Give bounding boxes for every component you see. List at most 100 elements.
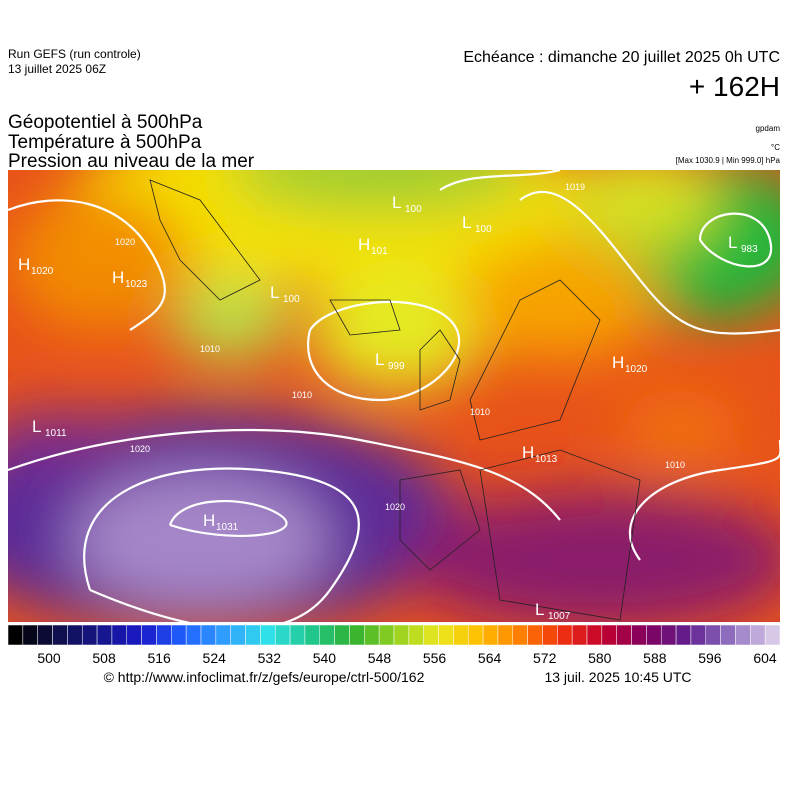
colorbar-label: 572 <box>533 650 557 666</box>
center-kind: H <box>612 353 624 372</box>
colorbar-cell <box>512 624 528 646</box>
isobar-label: 1010 <box>292 390 312 400</box>
title-line: Géopotentiel à 500hPa <box>8 112 203 133</box>
center-kind: H <box>112 268 124 287</box>
center-value: 100 <box>475 224 492 235</box>
colorbar-cell <box>7 624 24 646</box>
isobar-label: 1019 <box>565 182 585 192</box>
colorbar-label: 516 <box>147 650 171 666</box>
colorbar-cell <box>67 624 83 646</box>
colorbar-cell <box>467 624 484 646</box>
colorbar-cell <box>764 624 781 646</box>
colorbar-cell <box>497 624 514 646</box>
unit: gpdam <box>756 124 781 133</box>
colorbar-cell <box>215 624 231 646</box>
isobar-label: 1010 <box>470 407 490 417</box>
center-kind: L <box>392 193 401 212</box>
colorbar-cell <box>274 624 291 646</box>
colorbar-cell <box>349 624 365 646</box>
colorbar-label: 556 <box>423 650 447 666</box>
center-kind: H <box>358 235 370 254</box>
center-kind: L <box>32 417 41 436</box>
colorbar-cell <box>646 624 662 646</box>
isobar-label: 1020 <box>115 237 135 247</box>
map <box>8 170 780 622</box>
center-kind: L <box>270 283 279 302</box>
colorbar-label: 540 <box>313 650 337 666</box>
colorbar-cell <box>675 624 692 646</box>
colorbar-cell <box>542 624 558 646</box>
center-value: 1020 <box>625 364 648 375</box>
unit: [Max 1030.9 | Min 999.0] hPa <box>676 156 781 165</box>
isobar-label: 1020 <box>385 502 405 512</box>
colorbar-label: 508 <box>92 650 116 666</box>
colorbar-cell <box>453 624 469 646</box>
colorbar-label: 588 <box>643 650 667 666</box>
colorbar-label: 500 <box>37 650 61 666</box>
colorbar-cell <box>52 624 68 646</box>
center-value: 1020 <box>31 266 54 277</box>
colorbar-cell <box>364 624 380 646</box>
colorbar-label: 604 <box>753 650 777 666</box>
colorbar-cell <box>81 624 98 646</box>
colorbar-cell <box>527 624 543 646</box>
colorbar-cell <box>557 624 573 646</box>
colorbar-cell <box>185 624 202 646</box>
colorbar-label: 548 <box>368 650 392 666</box>
colorbar-cell <box>111 624 128 646</box>
colorbar-cell <box>423 624 439 646</box>
colorbar-cell <box>393 624 410 646</box>
colorbar-cell <box>690 624 707 646</box>
center-kind: H <box>18 255 30 274</box>
timestamp: 13 juil. 2025 10:45 UTC <box>544 669 691 685</box>
colorbar-label: 564 <box>478 650 502 666</box>
center-value: 101 <box>371 246 388 257</box>
colorbar-label: 596 <box>698 650 722 666</box>
colorbar-cell <box>571 624 588 646</box>
echeance: Echéance : dimanche 20 juillet 2025 0h U… <box>463 49 780 66</box>
colorbar-cell <box>37 624 53 646</box>
colorbar-label: 532 <box>258 650 282 666</box>
colorbar-cell <box>304 624 321 646</box>
center-value: 1031 <box>216 522 239 533</box>
title-line: Température à 500hPa <box>8 132 202 153</box>
colorbar-cell <box>319 624 335 646</box>
center-value: 1011 <box>45 428 67 439</box>
center-value: 100 <box>405 204 422 215</box>
colorbar-cell <box>22 624 38 646</box>
colorbar-cell <box>631 624 647 646</box>
center-kind: L <box>728 233 737 252</box>
colorbar-cell <box>200 624 217 646</box>
colorbar-cell <box>616 624 632 646</box>
colorbar-cell <box>720 624 736 646</box>
colorbar-cell <box>289 624 306 646</box>
center-value: 983 <box>741 244 758 255</box>
center-value: 1007 <box>548 611 571 622</box>
isobar-label: 1010 <box>665 460 685 470</box>
colorbar-cell <box>171 624 187 646</box>
center-kind: H <box>522 443 534 462</box>
colorbar-label: 580 <box>588 650 612 666</box>
colorbar-cell <box>705 624 721 646</box>
center-value: 1023 <box>125 279 148 290</box>
colorbar-cell <box>378 624 395 646</box>
colorbar-cell <box>141 624 157 646</box>
colorbar-cell <box>601 624 617 646</box>
source-url: © http://www.infoclimat.fr/z/gefs/europe… <box>104 669 425 685</box>
colorbar-label: 524 <box>203 650 227 666</box>
colorbar-cell <box>735 624 751 646</box>
title-line: Pression au niveau de la mer <box>8 151 255 172</box>
isobar-label: 1020 <box>130 444 150 454</box>
colorbar-cell <box>230 624 246 646</box>
colorbar-cell <box>334 624 350 646</box>
colorbar-cell <box>438 624 454 646</box>
colorbar-cell <box>156 624 172 646</box>
colorbar-cell <box>660 624 677 646</box>
center-value: 999 <box>388 361 405 372</box>
isobar-label: 1010 <box>200 344 220 354</box>
colorbar-cell <box>126 624 142 646</box>
unit: °C <box>771 143 780 152</box>
colorbar-cell <box>245 624 261 646</box>
colorbar-cell <box>750 624 766 646</box>
